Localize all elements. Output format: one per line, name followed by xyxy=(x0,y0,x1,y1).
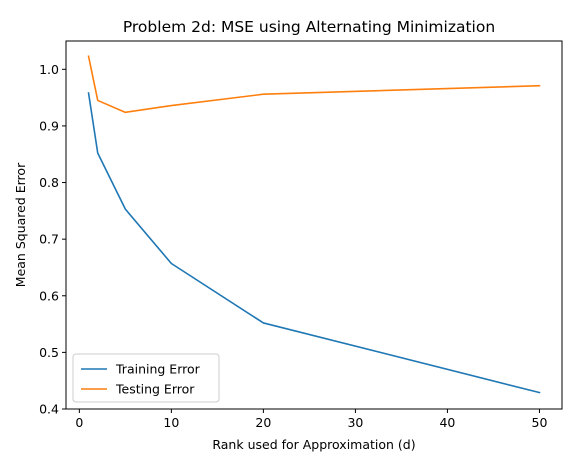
plot-lines xyxy=(89,56,540,392)
x-tick-label: 20 xyxy=(255,415,271,430)
y-tick-label: 0.9 xyxy=(39,118,59,133)
y-axis-ticks: 0.4 0.5 0.6 0.7 0.8 0.9 1.0 xyxy=(39,62,66,417)
x-axis-ticks: 0 10 20 30 40 50 xyxy=(75,409,547,430)
chart-title: Problem 2d: MSE using Alternating Minimi… xyxy=(123,18,495,36)
series-line-0 xyxy=(89,93,540,392)
y-tick-label: 0.7 xyxy=(39,232,59,247)
x-tick-label: 10 xyxy=(163,415,179,430)
legend-label-1: Testing Error xyxy=(115,382,195,397)
legend-label-0: Training Error xyxy=(115,362,201,377)
x-tick-label: 0 xyxy=(75,415,83,430)
y-tick-label: 0.8 xyxy=(39,175,59,190)
x-tick-label: 50 xyxy=(532,415,548,430)
y-tick-label: 0.4 xyxy=(39,402,59,417)
y-tick-label: 0.5 xyxy=(39,345,59,360)
y-tick-label: 0.6 xyxy=(39,288,59,303)
x-tick-label: 30 xyxy=(347,415,363,430)
legend: Training Error Testing Error xyxy=(73,354,219,402)
x-axis-label: Rank used for Approximation (d) xyxy=(212,437,415,452)
x-tick-label: 40 xyxy=(439,415,455,430)
y-tick-label: 1.0 xyxy=(39,62,59,77)
y-axis-label: Mean Squared Error xyxy=(13,162,28,287)
series-line-1 xyxy=(89,56,540,112)
